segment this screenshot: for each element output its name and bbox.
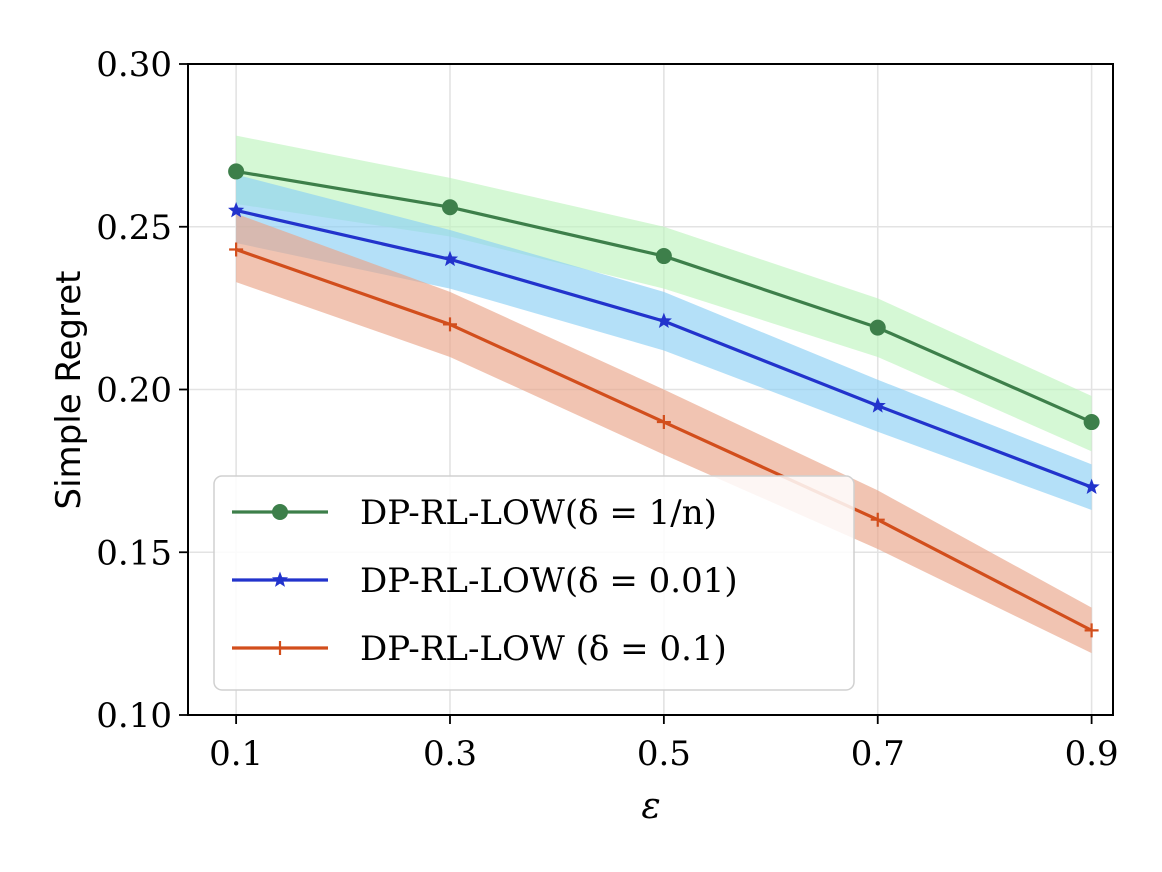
legend-marker-delta-0-01: [271, 571, 289, 587]
x-tick-label: 0.5: [637, 734, 691, 774]
point-delta-1-over-n: [228, 163, 245, 180]
y-tick-label: 0.20: [96, 371, 172, 411]
x-tick-label: 0.1: [209, 734, 263, 774]
point-delta-0-01: [869, 397, 886, 413]
y-tick-label: 0.25: [96, 208, 172, 248]
point-delta-0-01: [1083, 478, 1100, 495]
point-delta-1-over-n: [655, 248, 672, 265]
legend-marker-delta-0-1: [273, 641, 287, 655]
point-delta-1-over-n: [441, 199, 458, 216]
legend-label-delta-0-1: DP-RL-LOW (δ = 0.1): [360, 629, 727, 669]
legend-label-delta-0-01: DP-RL-LOW(δ = 0.01): [360, 561, 738, 601]
legend: DP-RL-LOW(δ = 1/n) DP-RL-LOW(δ = 0.01) DP-…: [213, 475, 855, 691]
point-delta-0-1: [229, 242, 244, 257]
legend-label-delta-1-over-n: DP-RL-LOW(δ = 1/n): [360, 493, 717, 533]
x-axis-title: ε: [641, 786, 660, 827]
point-delta-0-1: [1084, 623, 1099, 638]
point-delta-0-1: [656, 415, 671, 430]
legend-marker-delta-1-over-n: [272, 504, 288, 520]
x-tick-label: 0.3: [423, 734, 477, 774]
x-axis-ticks: 0.1 0.3 0.5 0.7 0.9: [209, 715, 1119, 774]
series-markers: [228, 163, 1100, 638]
point-delta-1-over-n: [1083, 414, 1100, 431]
y-tick-label: 0.10: [96, 696, 172, 736]
y-axis-ticks: 0.10 0.15 0.20 0.25 0.30: [96, 45, 188, 736]
point-delta-0-01: [441, 250, 459, 267]
y-axis-title: Simple Regret: [49, 271, 89, 510]
x-tick-label: 0.7: [851, 734, 905, 774]
y-tick-label: 0.30: [96, 45, 172, 85]
point-delta-0-01: [228, 201, 245, 218]
y-tick-label: 0.15: [96, 533, 172, 573]
point-delta-0-01: [655, 312, 672, 329]
x-tick-label: 0.9: [1065, 734, 1119, 774]
point-delta-1-over-n: [869, 319, 886, 336]
legend-frame: [213, 475, 855, 691]
point-delta-0-1: [870, 512, 885, 527]
point-delta-0-1: [442, 317, 457, 332]
